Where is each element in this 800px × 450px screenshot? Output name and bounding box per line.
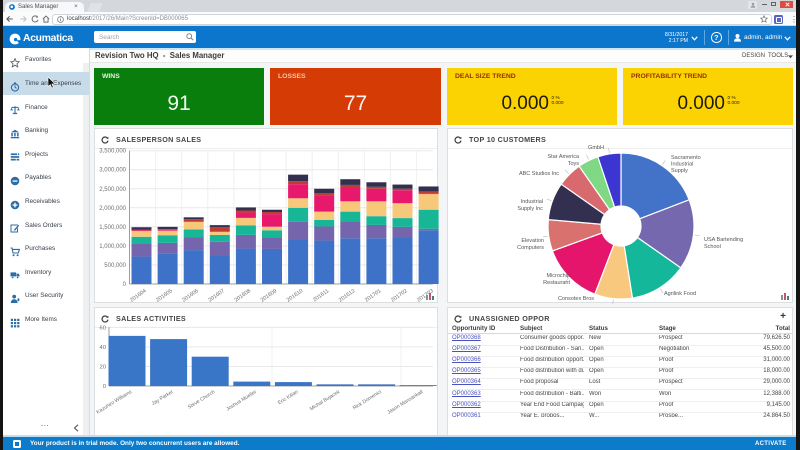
svg-text:201702: 201702 (390, 288, 408, 303)
svg-text:1,500,000: 1,500,000 (99, 225, 126, 231)
svg-text:0: 0 (103, 384, 106, 390)
svg-text:Supply Inc: Supply Inc (517, 206, 543, 212)
svg-text:0: 0 (123, 282, 127, 288)
svg-text:201608: 201608 (234, 288, 252, 303)
svg-text:Jason Manzankall: Jason Manzankall (386, 389, 424, 416)
svg-text:60: 60 (100, 325, 106, 331)
svg-text:Consotex Bros: Consotex Bros (558, 296, 594, 302)
svg-text:2,000,000: 2,000,000 (99, 206, 126, 212)
svg-text:Rick Domenici: Rick Domenici (352, 389, 383, 411)
svg-text:GmbH: GmbH (588, 145, 604, 151)
svg-text:201606: 201606 (181, 288, 199, 303)
svg-text:ABC Studios Inc: ABC Studios Inc (519, 171, 559, 177)
svg-text:Restaurant: Restaurant (543, 280, 570, 286)
svg-text:Supply: Supply (671, 168, 688, 174)
svg-text:20: 20 (100, 365, 106, 371)
svg-text:Jay Parker: Jay Parker (151, 389, 175, 407)
svg-text:USA Bartending: USA Bartending (704, 237, 743, 243)
svg-text:40: 40 (100, 345, 106, 351)
svg-text:Agrilink Food: Agrilink Food (664, 291, 696, 297)
svg-text:201610: 201610 (286, 288, 304, 303)
svg-text:201611: 201611 (312, 288, 330, 303)
svg-text:201612: 201612 (338, 288, 356, 303)
svg-text:Industrial: Industrial (521, 199, 543, 205)
svg-text:201701: 201701 (364, 288, 382, 303)
svg-text:Toys: Toys (568, 161, 580, 167)
svg-text:1,000,000: 1,000,000 (99, 244, 126, 250)
svg-text:201703: 201703 (416, 288, 434, 303)
svg-text:Michal Bujacek: Michal Bujacek (309, 389, 342, 412)
svg-text:Industrial: Industrial (671, 162, 693, 168)
svg-text:Microchip: Microchip (546, 273, 570, 279)
svg-text:School: School (704, 244, 721, 250)
svg-text:3,500,000: 3,500,000 (99, 149, 126, 155)
svg-text:201605: 201605 (155, 288, 173, 303)
svg-text:Star America: Star America (548, 154, 580, 160)
svg-text:Joshua Mueller: Joshua Mueller (225, 389, 258, 413)
svg-text:Computers: Computers (517, 245, 544, 251)
svg-text:2,500,000: 2,500,000 (99, 187, 126, 193)
svg-text:201607: 201607 (207, 288, 225, 303)
svg-text:Eric Kilian: Eric Kilian (277, 389, 300, 406)
svg-text:201609: 201609 (260, 288, 278, 303)
svg-text:201604: 201604 (129, 288, 147, 303)
svg-text:Kazuhiro Williams: Kazuhiro Williams (96, 389, 134, 416)
svg-text:Steve Church: Steve Church (187, 389, 216, 411)
svg-text:Sacramento: Sacramento (671, 155, 701, 161)
svg-text:Elevation: Elevation (521, 238, 544, 244)
svg-text:500,000: 500,000 (104, 263, 126, 269)
svg-text:3,000,000: 3,000,000 (99, 168, 126, 174)
